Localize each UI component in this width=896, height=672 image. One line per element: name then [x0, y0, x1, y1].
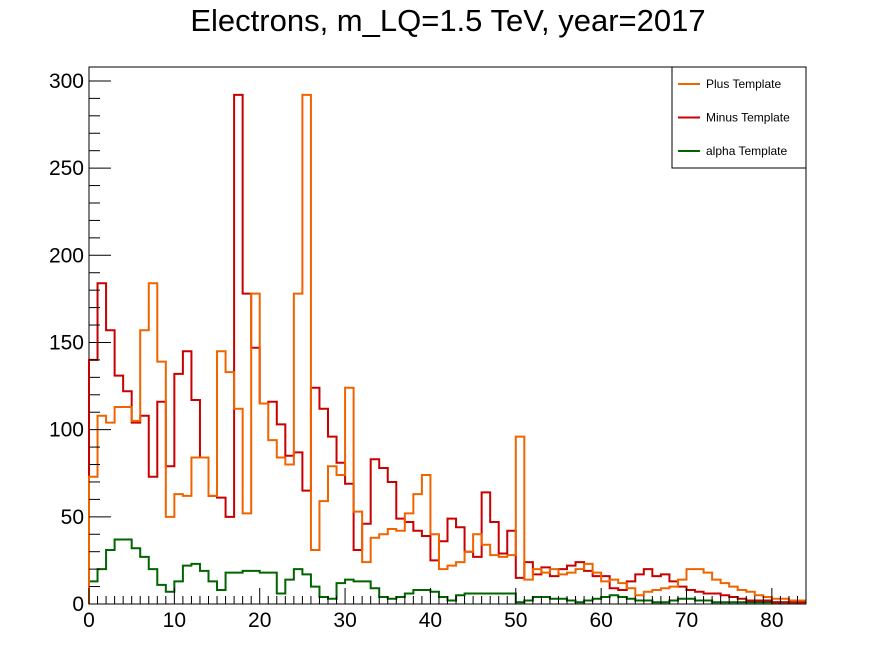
x-tick-label: 30: [333, 609, 356, 632]
legend-item: Minus Template: [678, 111, 790, 125]
legend-item: alpha Template: [678, 144, 787, 158]
series-2: [88, 93, 806, 604]
legend: Plus Template Minus Template alpha Templat…: [671, 66, 807, 169]
series-3: [88, 538, 806, 604]
axes: 0 10 20 30 40 50 60 70 80 0 50 100 150 200 250 300: [49, 70, 807, 632]
series-line: [88, 538, 806, 604]
y-tick-label: 0: [72, 593, 84, 616]
legend-label: alpha Template: [706, 144, 787, 158]
x-tick-label: 50: [504, 609, 527, 632]
x-tick-label: 0: [83, 609, 95, 632]
y-tick-label: 200: [49, 244, 84, 267]
legend-label: Plus Template: [706, 77, 781, 91]
y-tick-label: 100: [49, 419, 84, 442]
legend-item: Plus Template: [678, 77, 781, 91]
y-tick-label: 50: [61, 506, 84, 529]
y-tick-label: 150: [49, 331, 84, 354]
series-1: [88, 93, 806, 604]
series-line: [88, 93, 806, 604]
legend-label: Minus Template: [706, 111, 790, 125]
x-tick-label: 40: [419, 609, 442, 632]
series-layer: [88, 93, 806, 604]
x-tick-label: 10: [163, 609, 186, 632]
x-tick-label: 20: [248, 609, 271, 632]
series-line: [88, 93, 806, 604]
chart-title: Electrons, m_LQ=1.5 TeV, year=2017: [190, 3, 705, 38]
x-tick-label: 60: [589, 609, 612, 632]
y-tick-label: 300: [49, 70, 84, 93]
x-tick-label: 80: [760, 609, 783, 632]
y-tick-label: 250: [49, 157, 84, 180]
x-tick-label: 70: [675, 609, 698, 632]
